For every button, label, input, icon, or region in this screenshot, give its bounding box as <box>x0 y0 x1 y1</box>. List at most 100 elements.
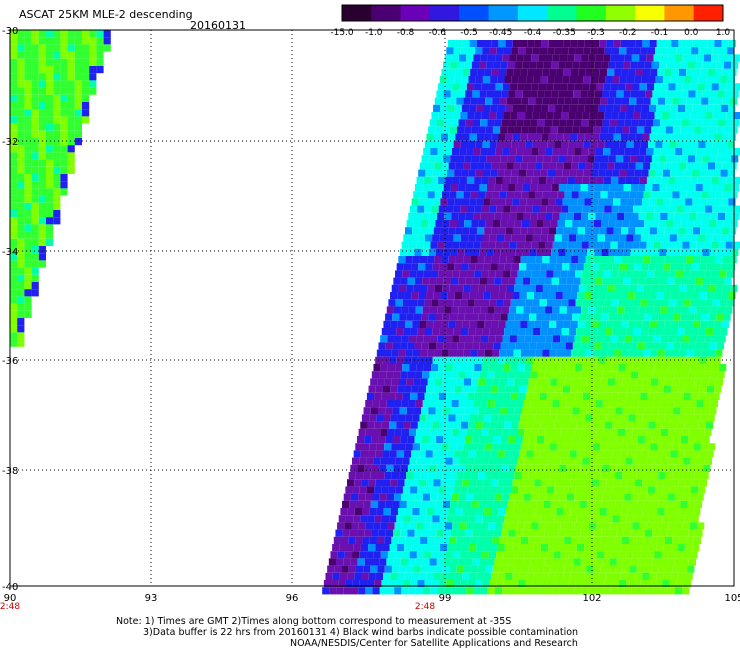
swath-cell <box>541 227 549 235</box>
swath-cell <box>548 40 556 48</box>
swath-cell <box>666 155 674 163</box>
swath-cell <box>585 256 593 264</box>
swath-cell <box>530 212 538 220</box>
swath-cell <box>17 296 25 304</box>
swath-cell <box>599 162 608 170</box>
swath-cell <box>653 587 661 595</box>
swath-cell <box>458 558 466 566</box>
swath-cell <box>565 436 573 444</box>
swath-cell <box>538 241 546 249</box>
swath-cell <box>585 349 593 357</box>
swath-cell <box>46 181 54 189</box>
swath-cell <box>609 558 617 566</box>
swath-cell <box>89 51 97 59</box>
swath-cell <box>427 162 435 170</box>
swath-cell <box>658 126 666 134</box>
swath-cell <box>60 116 68 124</box>
swath-cell <box>555 544 563 552</box>
swath-cell <box>440 544 448 552</box>
swath-cell <box>613 227 621 235</box>
swath-cell <box>466 54 474 62</box>
swath-cell <box>395 486 403 494</box>
swath-cell <box>53 123 61 131</box>
swath-cell <box>635 40 643 48</box>
swath-cell <box>672 443 680 451</box>
swath-cell <box>411 479 420 487</box>
swath-cell <box>489 580 497 588</box>
swath-cell <box>720 169 728 177</box>
swath-cell <box>568 140 577 148</box>
swath-cell <box>401 241 409 249</box>
swath-cell <box>488 364 496 372</box>
swath-cell <box>423 522 431 530</box>
swath-cell <box>626 392 634 400</box>
swath-cell <box>621 536 629 544</box>
swath-cell <box>546 551 554 559</box>
swath-cell <box>651 407 659 415</box>
swath-cell <box>614 68 622 76</box>
swath-cell <box>580 119 589 127</box>
swath-cell <box>477 97 486 105</box>
swath-cell <box>46 123 54 131</box>
swath-cell <box>648 328 656 336</box>
swath-cell <box>457 155 465 163</box>
swath-cell <box>573 464 581 472</box>
swath-cell <box>600 349 608 357</box>
swath-cell <box>548 133 557 141</box>
swath-cell <box>549 536 557 544</box>
swath-cell <box>598 76 606 84</box>
swath-cell <box>17 274 25 282</box>
swath-cell <box>467 392 475 400</box>
swath-cell <box>669 515 678 523</box>
swath-cell <box>549 162 557 170</box>
swath-cell <box>520 256 528 264</box>
swath-cell <box>415 493 423 501</box>
swath-cell <box>721 292 729 300</box>
swath-cell <box>24 166 32 174</box>
swath-cell <box>577 133 585 141</box>
swath-cell <box>466 148 474 156</box>
swath-cell <box>442 472 450 480</box>
swath-cell <box>682 176 691 184</box>
swath-cell <box>459 335 467 343</box>
swath-cell <box>38 37 46 45</box>
swath-cell <box>580 529 588 537</box>
swath-cell <box>504 328 512 336</box>
swath-cell <box>697 522 705 530</box>
swath-cell <box>374 421 382 429</box>
swath-cell <box>659 248 667 256</box>
swath-cell <box>53 174 61 182</box>
swath-cell <box>435 155 444 163</box>
swath-cell <box>547 328 555 336</box>
swath-cell <box>627 263 635 271</box>
swath-cell <box>500 407 508 415</box>
swath-cell <box>592 414 600 422</box>
swath-cell <box>508 277 516 285</box>
swath-cell <box>650 443 658 451</box>
swath-cell <box>575 205 583 213</box>
swath-cell <box>469 479 477 487</box>
swath-cell <box>485 126 493 134</box>
swath-cell <box>376 508 384 516</box>
swath-cell <box>423 270 432 278</box>
swath-cell <box>585 68 593 76</box>
swath-cell <box>659 371 668 379</box>
swath-cell <box>592 508 600 516</box>
swath-cell <box>426 227 434 235</box>
swath-cell <box>372 558 380 566</box>
swath-cell <box>639 176 647 184</box>
swath-cell <box>82 80 90 88</box>
swath-cell <box>387 522 395 530</box>
swath-cell <box>614 97 622 105</box>
swath-cell <box>556 443 565 451</box>
swath-cell <box>354 508 362 516</box>
swath-cell <box>369 443 377 451</box>
swath-cell <box>381 392 389 400</box>
swath-cell <box>592 162 600 170</box>
swath-cell <box>587 90 595 98</box>
colorbar-segment <box>371 5 402 21</box>
swath-cell <box>704 335 712 343</box>
swath-cell <box>368 479 376 487</box>
swath-cell <box>690 205 698 213</box>
swath-cell <box>459 364 468 372</box>
